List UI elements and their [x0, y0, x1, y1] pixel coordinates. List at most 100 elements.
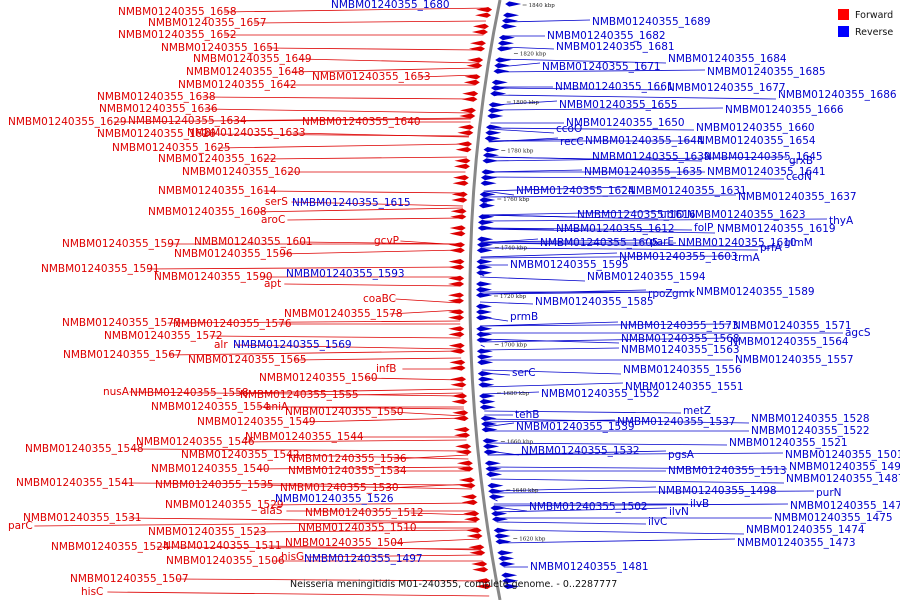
forward-gene-label: NMBM01240355_1651	[161, 42, 280, 54]
forward-feature-arrow	[451, 191, 468, 197]
reverse-gene-label: NMBM01240355_1595	[510, 259, 629, 271]
reverse-leader-line	[499, 538, 736, 544]
forward-gene-label: NMBM01240355_1625	[112, 142, 231, 154]
forward-gene-label: NMBM01240355_1626	[97, 128, 216, 140]
forward-feature-arrow	[464, 74, 481, 80]
reverse-gene-label: NMBM01240355_1616	[577, 209, 696, 221]
forward-feature-arrow	[448, 264, 465, 270]
reverse-leader-line	[492, 107, 724, 111]
forward-leader-line	[284, 283, 461, 287]
reverse-feature-arrow	[479, 399, 496, 405]
forward-leader-line	[299, 241, 462, 245]
reverse-feature-arrow	[480, 180, 497, 186]
reverse-leader-line	[484, 410, 682, 414]
reverse-leader-line	[482, 218, 828, 222]
forward-leader-line	[253, 207, 463, 213]
reverse-gene-label: agcS	[845, 327, 871, 339]
reverse-feature-arrow	[490, 505, 507, 511]
forward-gene-label: NMBM01240355_1541	[16, 477, 135, 489]
reverse-gene-label: ilvN	[669, 506, 689, 518]
reverse-gene-label: NMBM01240355_1589	[696, 286, 815, 298]
reverse-gene-label: NMBM01240355_1473	[737, 537, 856, 549]
reverse-gene-label: NMBM01240355_1594	[587, 271, 706, 283]
forward-gene-label: NMBM01240355_1652	[118, 29, 237, 41]
scale-tick-label: 1680 kbp	[503, 391, 530, 397]
forward-feature-arrow	[449, 231, 466, 237]
reverse-gene-label: prfA	[760, 242, 783, 254]
reverse-gene-label: ilvB	[690, 498, 709, 510]
reverse-leader-line	[480, 252, 618, 258]
reverse-feature-arrow	[477, 371, 494, 377]
reverse-gene-label: gmk	[672, 288, 696, 300]
forward-gene-label: hisC	[81, 586, 103, 598]
reverse-gene-label: grxB	[789, 155, 813, 167]
reverse-gene-label: NMBM01240355_1639	[592, 151, 711, 163]
reverse-leader-line	[489, 466, 788, 470]
forward-leader-line	[234, 344, 461, 350]
reverse-leader-line	[480, 276, 586, 282]
forward-leader-line	[364, 377, 463, 381]
reverse-feature-arrow	[476, 326, 493, 332]
forward-gene-label: hisG	[281, 551, 304, 563]
reverse-gene-label: NMBM01240355_1615	[292, 197, 411, 209]
forward-gene-label: NMBM01240355_1554	[151, 401, 270, 413]
reverse-leader-line	[491, 486, 657, 492]
reverse-feature-arrow	[493, 527, 510, 533]
reverse-gene-label: NMBM01240355_1487	[786, 473, 900, 485]
reverse-feature-arrow	[495, 57, 512, 63]
reverse-feature-arrow	[476, 264, 493, 270]
reverse-gene-label: ccoN	[786, 171, 812, 183]
forward-leader-line	[217, 143, 469, 149]
legend: Forward Reverse	[838, 9, 893, 38]
reverse-leader-line	[481, 227, 693, 231]
forward-feature-arrow	[455, 147, 472, 153]
reverse-gene-label: NMBM01240355_1556	[623, 364, 742, 376]
forward-feature-arrow	[448, 275, 465, 281]
forward-feature-arrow	[464, 516, 481, 522]
forward-gene-label: NMBM01240355_1620	[182, 166, 301, 178]
reverse-feature-arrow	[495, 539, 512, 545]
forward-feature-arrow	[459, 113, 476, 119]
reverse-feature-arrow	[488, 102, 505, 108]
forward-leader-line	[393, 454, 469, 460]
reverse-leader-line	[483, 190, 515, 196]
reverse-gene-label: NMBM01240355_1568	[621, 333, 740, 345]
reverse-leader-line	[486, 156, 788, 162]
forward-gene-label: coaBC	[363, 293, 396, 305]
forward-feature-arrow	[465, 527, 482, 533]
forward-feature-arrow	[456, 141, 473, 147]
reverse-feature-arrow	[481, 169, 498, 175]
forward-feature-arrow	[459, 107, 476, 113]
reverse-leader-line	[497, 69, 706, 73]
reverse-gene-label: NMBM01240355_1612	[556, 223, 675, 235]
scale-tick-label: 1620 kbp	[519, 537, 546, 543]
reverse-feature-arrow	[501, 572, 518, 578]
forward-gene-label: NMBM01240355_1591	[41, 263, 160, 275]
reverse-gene-label: serC	[512, 367, 536, 379]
reverse-gene-label: NMBM01240355_1654	[697, 135, 816, 147]
forward-feature-arrow	[452, 410, 469, 416]
forward-gene-label: NMBM01240355_1534	[288, 465, 407, 477]
forward-feature-arrow	[452, 415, 469, 421]
reverse-feature-arrow	[477, 242, 494, 248]
reverse-gene-label: NMBM01240355_1476	[790, 500, 900, 512]
reverse-gene-label: purN	[816, 487, 842, 499]
reverse-leader-line	[487, 450, 667, 456]
reverse-gene-label: NMBM01240355_1605	[540, 237, 659, 249]
reverse-gene-label: NMBM01240355_1682	[547, 30, 666, 42]
reverse-feature-arrow	[476, 270, 493, 276]
reverse-gene-label: NMBM01240355_1528	[751, 413, 870, 425]
reverse-gene-label: NMBM01240355_1680	[331, 0, 450, 11]
forward-feature-arrow	[453, 163, 470, 169]
forward-leader-line	[121, 482, 472, 486]
forward-gene-label: NMBM01240355_1638	[97, 91, 216, 103]
forward-leader-line	[202, 96, 474, 100]
reverse-gene-label: NMBM01240355_1564	[730, 336, 849, 348]
forward-feature-arrow	[475, 12, 492, 18]
reverse-gene-label: NMBM01240355_1563	[621, 344, 740, 356]
feature-arrows	[448, 1, 522, 589]
reverse-leader-line	[482, 214, 659, 220]
reverse-feature-arrow	[503, 583, 520, 589]
forward-feature-arrow	[472, 567, 489, 573]
forward-gene-label: NMBM01240355_1658	[118, 6, 237, 18]
